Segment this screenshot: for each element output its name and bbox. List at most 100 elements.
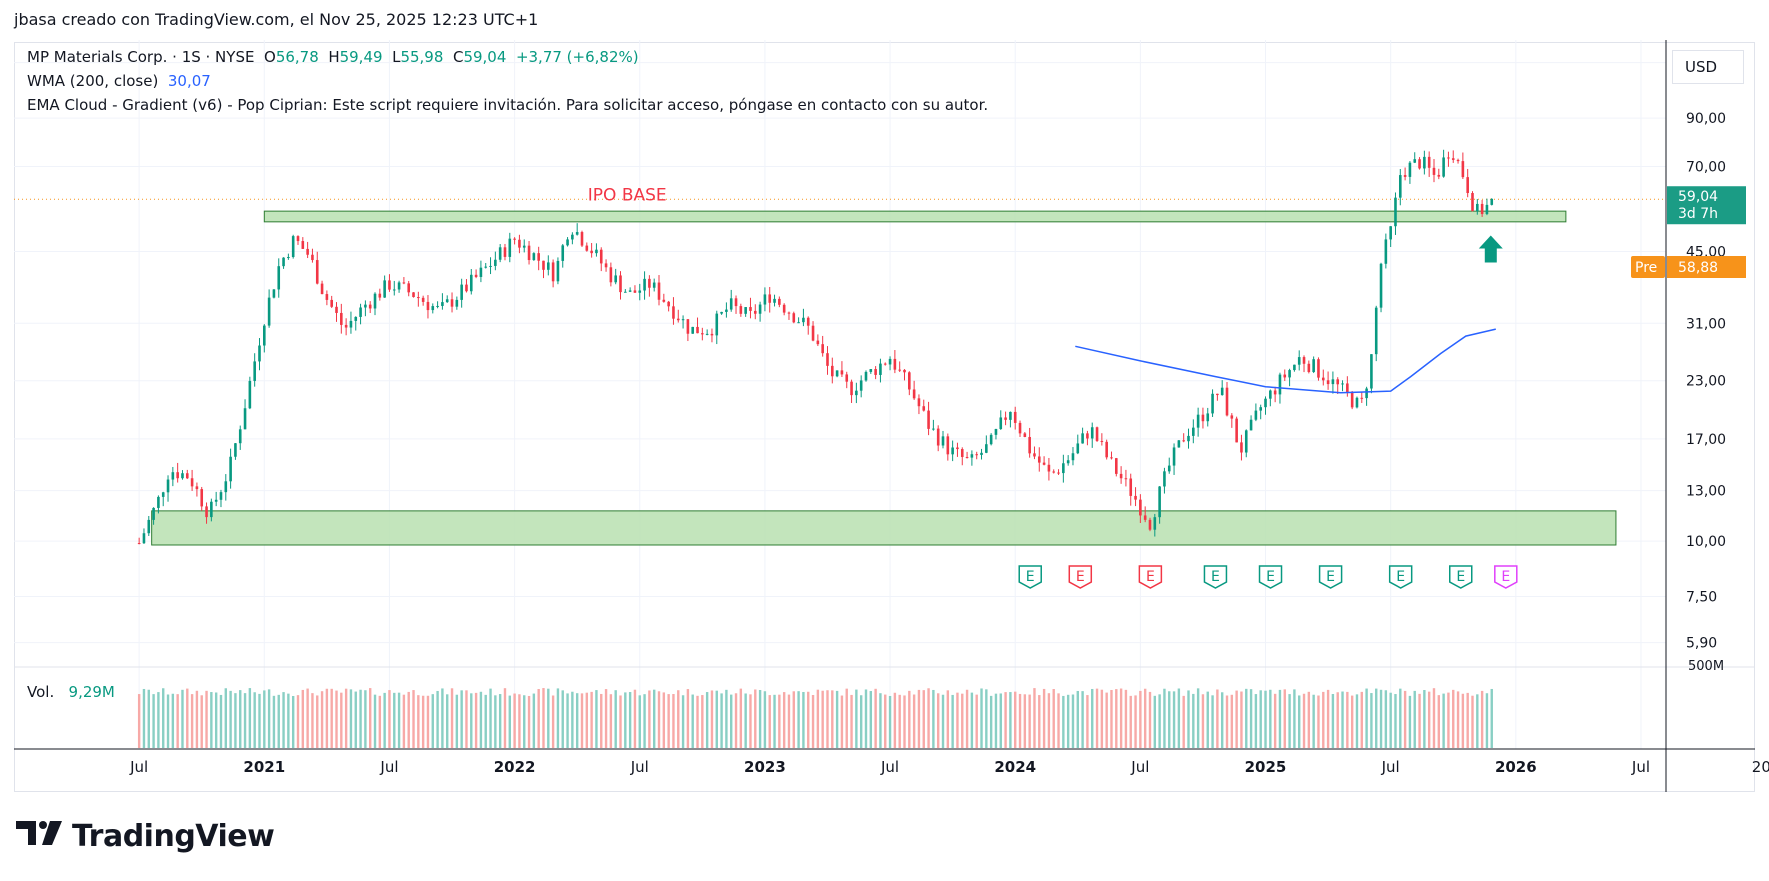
volume-bar — [1172, 691, 1176, 748]
candle-body — [908, 372, 911, 390]
volume-bar — [1341, 691, 1344, 748]
volume-tick-label: 500M — [1688, 659, 1724, 674]
volume-bar — [556, 688, 560, 748]
candle-body — [1105, 441, 1108, 458]
last-price-value: 59,04 — [1678, 189, 1718, 205]
candle-body — [566, 239, 569, 246]
volume-bar — [219, 694, 223, 748]
high-label: H — [328, 48, 340, 66]
volume-bar — [571, 691, 574, 748]
price-tick-label: 7,50 — [1686, 589, 1717, 605]
volume-bar — [1423, 690, 1426, 748]
volume-bar — [364, 690, 367, 748]
earnings-marker-icon: E — [1494, 565, 1518, 589]
currency-selector[interactable]: USD — [1672, 50, 1744, 84]
candle-body — [1110, 457, 1113, 459]
volume-bar — [320, 691, 324, 748]
candle-body — [855, 390, 858, 396]
volume-bar — [431, 694, 434, 748]
volume-bar — [291, 695, 295, 748]
tradingview-logo-text[interactable]: TradingView — [72, 819, 275, 854]
volume-bar — [1153, 695, 1157, 748]
volume-bar — [311, 693, 314, 748]
candle-body — [941, 436, 945, 446]
volume-bar — [369, 688, 372, 748]
volume-bar — [393, 692, 396, 748]
volume-bar — [696, 695, 699, 748]
volume-bar — [1182, 695, 1185, 748]
open-value: 56,78 — [275, 48, 319, 66]
candle-body — [503, 247, 507, 257]
candle-body — [1201, 414, 1205, 422]
candle-body — [1254, 410, 1258, 420]
candle-body — [864, 371, 868, 381]
volume-bar — [186, 688, 189, 748]
volume-bar — [648, 690, 651, 748]
volume-bar — [590, 691, 593, 748]
ema-cloud-legend[interactable]: EMA Cloud - Gradient (v6) - Pop Ciprian:… — [27, 96, 989, 114]
close-value: 59,04 — [463, 48, 507, 66]
symbol-name[interactable]: MP Materials Corp. · 1S · NYSE — [27, 48, 255, 66]
wma-legend[interactable]: WMA (200, close) 30,07 — [27, 72, 211, 90]
candle-body — [1119, 473, 1123, 479]
buy-arrow-icon — [1478, 235, 1503, 263]
volume-bar — [1119, 688, 1123, 748]
low-value: 55,98 — [400, 48, 444, 66]
candle-body — [768, 294, 772, 303]
bar-countdown: 3d 7h — [1678, 206, 1718, 222]
volume-bar — [1326, 689, 1330, 748]
candle-body — [585, 245, 589, 251]
volume-bar — [1187, 690, 1190, 748]
volume-bar — [912, 694, 916, 748]
volume-bar — [498, 694, 502, 748]
candle-body — [547, 262, 550, 270]
volume-bar — [489, 688, 492, 748]
volume-bar — [1057, 693, 1060, 748]
volume-bar — [1004, 692, 1007, 748]
volume-bar — [1418, 693, 1421, 748]
volume-bar — [975, 694, 978, 748]
volume-bar — [561, 690, 564, 748]
candle-body — [970, 454, 974, 458]
candle-body — [1418, 159, 1421, 169]
volume-bar — [195, 690, 199, 748]
candle-body — [1480, 203, 1484, 215]
candle-body — [1090, 427, 1094, 439]
tradingview-logo-icon[interactable] — [16, 817, 66, 847]
volume-bar — [518, 694, 521, 748]
earnings-marker-icon: E — [1318, 565, 1343, 589]
time-tick-label: Jul — [630, 758, 649, 776]
candle-body — [1023, 433, 1027, 437]
candle-body — [985, 444, 988, 453]
volume-bar — [152, 694, 155, 748]
volume-bar — [277, 694, 280, 748]
premarket-badge: Pre 58,88 — [1631, 256, 1746, 278]
candle-body — [508, 238, 512, 257]
volume-bar — [730, 694, 733, 748]
volume-bar — [190, 694, 194, 748]
pre-price-bg — [1667, 256, 1746, 278]
volume-bar — [1139, 690, 1142, 748]
candle-body — [898, 369, 901, 371]
price-tick-label: 13,00 — [1686, 484, 1726, 500]
candle-body — [1235, 418, 1238, 443]
candle-body — [1365, 388, 1368, 399]
candle-body — [1451, 158, 1455, 160]
time-tick-label: Jul — [1130, 758, 1149, 776]
candle-body — [1013, 411, 1017, 423]
volume-bar — [1240, 691, 1243, 748]
symbol-legend[interactable]: MP Materials Corp. · 1S · NYSE O56,78 H5… — [27, 48, 639, 66]
candle-body — [1066, 460, 1070, 464]
candle-body — [1408, 162, 1412, 177]
volume-legend[interactable]: Vol. 9,29M — [27, 683, 115, 701]
volume-bar — [316, 695, 319, 748]
candle-body — [1447, 157, 1450, 159]
candle-body — [792, 313, 796, 323]
volume-bar — [137, 694, 141, 748]
candle-body — [879, 363, 882, 375]
candle-body — [705, 333, 709, 335]
candle-body — [378, 293, 382, 298]
candle-body — [1206, 413, 1210, 422]
candle-body — [1331, 379, 1335, 385]
